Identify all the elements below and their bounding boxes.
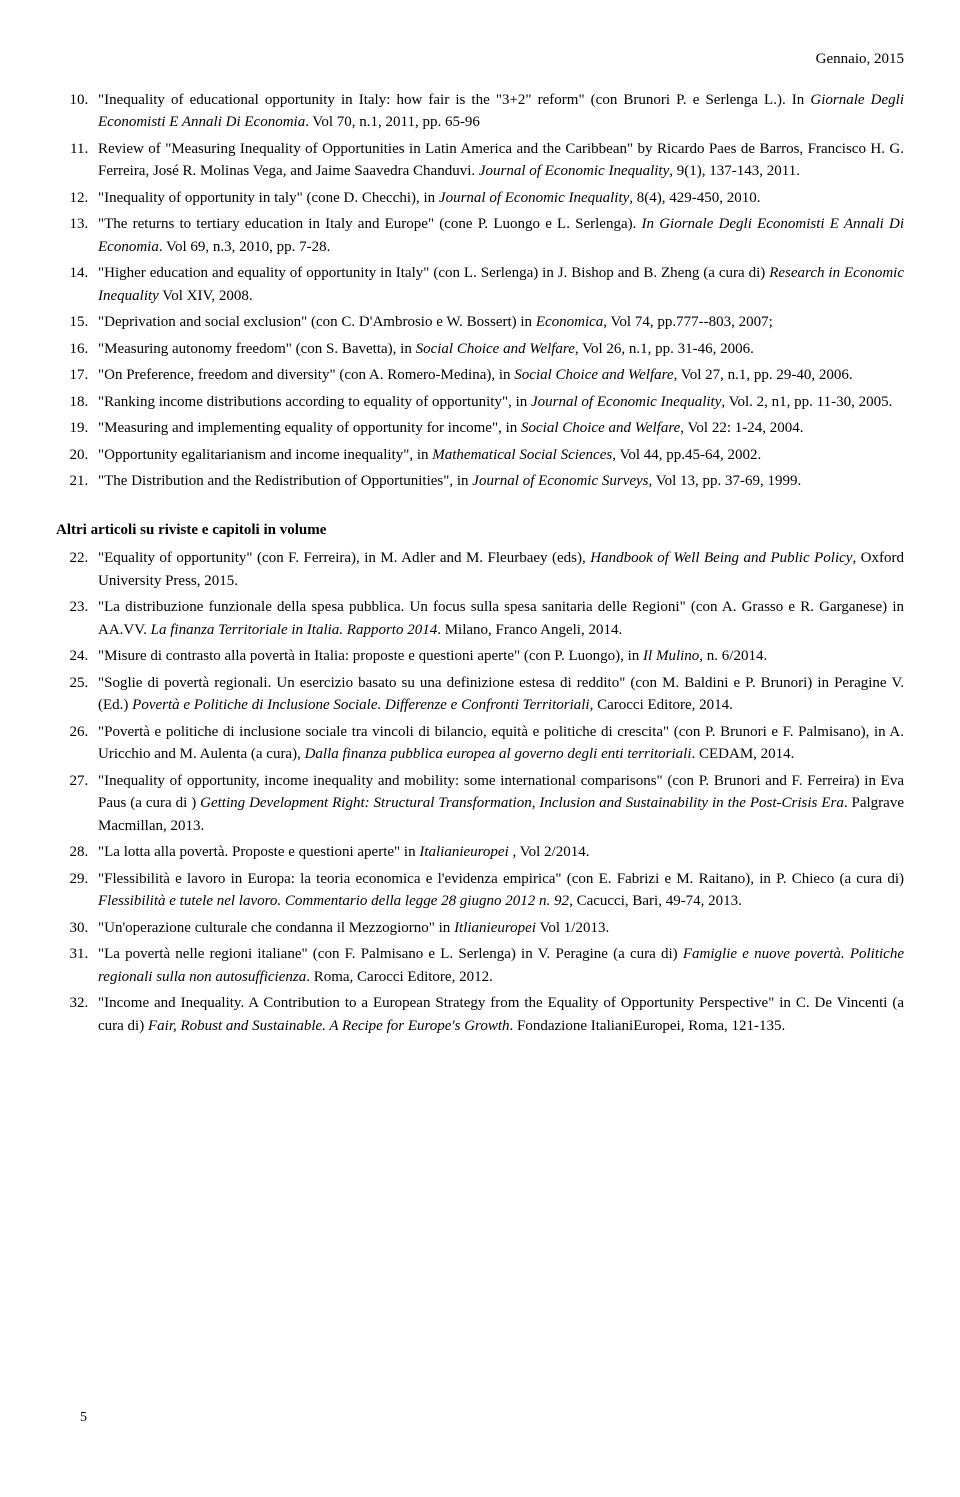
list-item: "Equality of opportunity" (con F. Ferrei… <box>92 547 904 592</box>
list-item: "On Preference, freedom and diversity" (… <box>92 364 904 387</box>
header-date: Gennaio, 2015 <box>56 48 904 71</box>
publication-list-1: "Inequality of educational opportunity i… <box>56 89 904 493</box>
list-item: "La distribuzione funzionale della spesa… <box>92 596 904 641</box>
list-item: "Opportunity egalitarianism and income i… <box>92 444 904 467</box>
list-item: "La lotta alla povertà. Proposte e quest… <box>92 841 904 864</box>
list-item: Review of "Measuring Inequality of Oppor… <box>92 138 904 183</box>
list-item: "Flessibilità e lavoro in Europa: la teo… <box>92 868 904 913</box>
list-item: "Income and Inequality. A Contribution t… <box>92 992 904 1037</box>
list-item: "The Distribution and the Redistribution… <box>92 470 904 493</box>
list-item: "Inequality of educational opportunity i… <box>92 89 904 134</box>
list-item: "La povertà nelle regioni italiane" (con… <box>92 943 904 988</box>
list-item: "Measuring autonomy freedom" (con S. Bav… <box>92 338 904 361</box>
publication-list-2: "Equality of opportunity" (con F. Ferrei… <box>56 547 904 1037</box>
list-item: "Inequality of opportunity, income inequ… <box>92 770 904 838</box>
list-item: "Soglie di povertà regionali. Un eserciz… <box>92 672 904 717</box>
list-item: "Misure di contrasto alla povertà in Ita… <box>92 645 904 668</box>
list-item: "The returns to tertiary education in It… <box>92 213 904 258</box>
list-item: "Ranking income distributions according … <box>92 391 904 414</box>
list-item: "Deprivation and social exclusion" (con … <box>92 311 904 334</box>
page-number: 5 <box>80 1407 87 1428</box>
list-item: "Un'operazione culturale che condanna il… <box>92 917 904 940</box>
list-item: "Higher education and equality of opport… <box>92 262 904 307</box>
list-item: "Inequality of opportunity in taly" (con… <box>92 187 904 210</box>
list-item: "Povertà e politiche di inclusione socia… <box>92 721 904 766</box>
list-item: "Measuring and implementing equality of … <box>92 417 904 440</box>
section-heading-other-articles: Altri articoli su riviste e capitoli in … <box>56 519 904 542</box>
